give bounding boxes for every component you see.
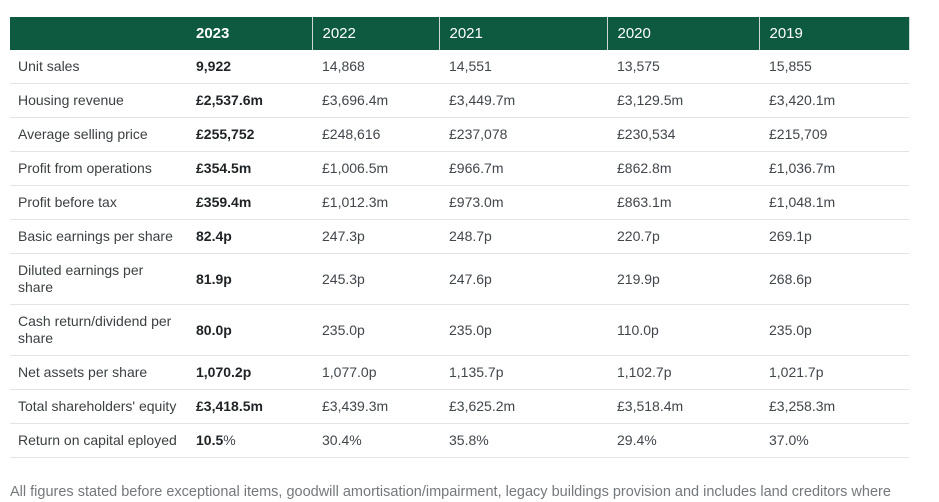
- value-cell: 269.1p: [759, 219, 909, 254]
- row-label: Diluted earnings per share: [10, 253, 186, 305]
- table-row: Return on capital eployed 10.5% 30.4% 35.8%…: [10, 423, 909, 458]
- value-cell: 9,922: [186, 50, 312, 84]
- value-cell: 235.0p: [759, 304, 909, 356]
- value-cell: £862.8m: [607, 151, 759, 186]
- value-cell: £3,418.5m: [186, 389, 312, 424]
- table-header-row: 2023 2022 2021 2020 2019: [10, 17, 910, 50]
- value-cell: 247.6p: [439, 253, 607, 305]
- table-row: Housing revenue £2,537.6m £3,696.4m £3,449.…: [10, 83, 909, 118]
- table-row: Profit from operations £354.5m £1,006.5m £9…: [10, 151, 909, 186]
- value-cell: £1,012.3m: [312, 185, 439, 220]
- row-label: Average selling price: [10, 117, 186, 152]
- value-cell: 235.0p: [439, 304, 607, 356]
- value-cell: £1,006.5m: [312, 151, 439, 186]
- value-cell: £3,258.3m: [759, 389, 909, 424]
- value-cell: £255,752: [186, 117, 312, 152]
- value-cell: 248.7p: [439, 219, 607, 254]
- value-cell: 14,551: [439, 50, 607, 84]
- value-cell: £3,420.1m: [759, 83, 909, 118]
- row-label: Net assets per share: [10, 355, 186, 390]
- value-cell: 14,868: [312, 50, 439, 84]
- value-cell: 1,135.7p: [439, 355, 607, 390]
- column-header-2023: 2023: [186, 17, 313, 50]
- row-label: Cash return/dividend per share: [10, 304, 186, 356]
- value-cell: £863.1m: [607, 185, 759, 220]
- footnote: All figures stated before exceptional it…: [10, 484, 891, 500]
- value-cell: 219.9p: [607, 253, 759, 305]
- row-label: Profit from operations: [10, 151, 186, 186]
- value-cell: 1,070.2p: [186, 355, 312, 390]
- row-label: Total shareholders' equity: [10, 389, 186, 424]
- row-label: Unit sales: [10, 50, 186, 84]
- column-header-2022: 2022: [312, 17, 440, 50]
- value-cell: 235.0p: [312, 304, 439, 356]
- value-cell: £3,625.2m: [439, 389, 607, 424]
- value-cell: 15,855: [759, 50, 909, 84]
- value-cell: 37.0%: [759, 423, 909, 458]
- value-cell: £966.7m: [439, 151, 607, 186]
- value-cell: £3,696.4m: [312, 83, 439, 118]
- table-row: Net assets per share 1,070.2p 1,077.0p 1,13…: [10, 355, 909, 390]
- value-cell: £354.5m: [186, 151, 312, 186]
- value-cell: £215,709: [759, 117, 909, 152]
- value-cell: 268.6p: [759, 253, 909, 305]
- value-cell: £230,534: [607, 117, 759, 152]
- value-cell: £1,048.1m: [759, 185, 909, 220]
- value-cell: 1,102.7p: [607, 355, 759, 390]
- value-cell: £359.4m: [186, 185, 312, 220]
- value-cell: 220.7p: [607, 219, 759, 254]
- row-label: Housing revenue: [10, 83, 186, 118]
- column-header-2021: 2021: [439, 17, 608, 50]
- value-cell: £2,537.6m: [186, 83, 312, 118]
- table-row: Cash return/dividend per share 80.0p 235.0…: [10, 304, 909, 356]
- row-label: Profit before tax: [10, 185, 186, 220]
- column-header-2019: 2019: [759, 17, 910, 50]
- row-label: Return on capital eployed: [10, 423, 186, 458]
- value-cell: 1,077.0p: [312, 355, 439, 390]
- table-row: Average selling price £255,752 £248,616 £23…: [10, 117, 909, 152]
- value-cell: 30.4%: [312, 423, 439, 458]
- value-cell: 80.0p: [186, 304, 312, 356]
- value-cell: 110.0p: [607, 304, 759, 356]
- value-cell: £1,036.7m: [759, 151, 909, 186]
- value-cell: 82.4p: [186, 219, 312, 254]
- table-row: Diluted earnings per share 81.9p 245.3p 247…: [10, 253, 909, 305]
- value-cell: 81.9p: [186, 253, 312, 305]
- row-label: Basic earnings per share: [10, 219, 186, 254]
- column-header-2020: 2020: [607, 17, 760, 50]
- five-year-summary-table: 2023 2022 2021 2020 2019 Unit sales 9,922 14,8…: [10, 17, 910, 458]
- value-cell: £248,616: [312, 117, 439, 152]
- value-cell: 13,575: [607, 50, 759, 84]
- table-row: Basic earnings per share 82.4p 247.3p 248.7…: [10, 219, 909, 254]
- value-cell: £3,518.4m: [607, 389, 759, 424]
- table-row: Profit before tax £359.4m £1,012.3m £973.0m…: [10, 185, 909, 220]
- value-cell: £3,439.3m: [312, 389, 439, 424]
- value-cell: £973.0m: [439, 185, 607, 220]
- value-cell: £237,078: [439, 117, 607, 152]
- value-cell: 247.3p: [312, 219, 439, 254]
- value-cell: £3,129.5m: [607, 83, 759, 118]
- table-row: Total shareholders' equity £3,418.5m £3,43…: [10, 389, 909, 424]
- corner-header-cell: [10, 17, 186, 50]
- value-cell: 35.8%: [439, 423, 607, 458]
- value-cell: 245.3p: [312, 253, 439, 305]
- value-cell: 1,021.7p: [759, 355, 909, 390]
- value-cell: £3,449.7m: [439, 83, 607, 118]
- value-cell: 29.4%: [607, 423, 759, 458]
- table-row: Unit sales 9,922 14,868 14,551 13,575 15,855: [10, 50, 909, 84]
- value-cell: 10.5%: [186, 423, 312, 458]
